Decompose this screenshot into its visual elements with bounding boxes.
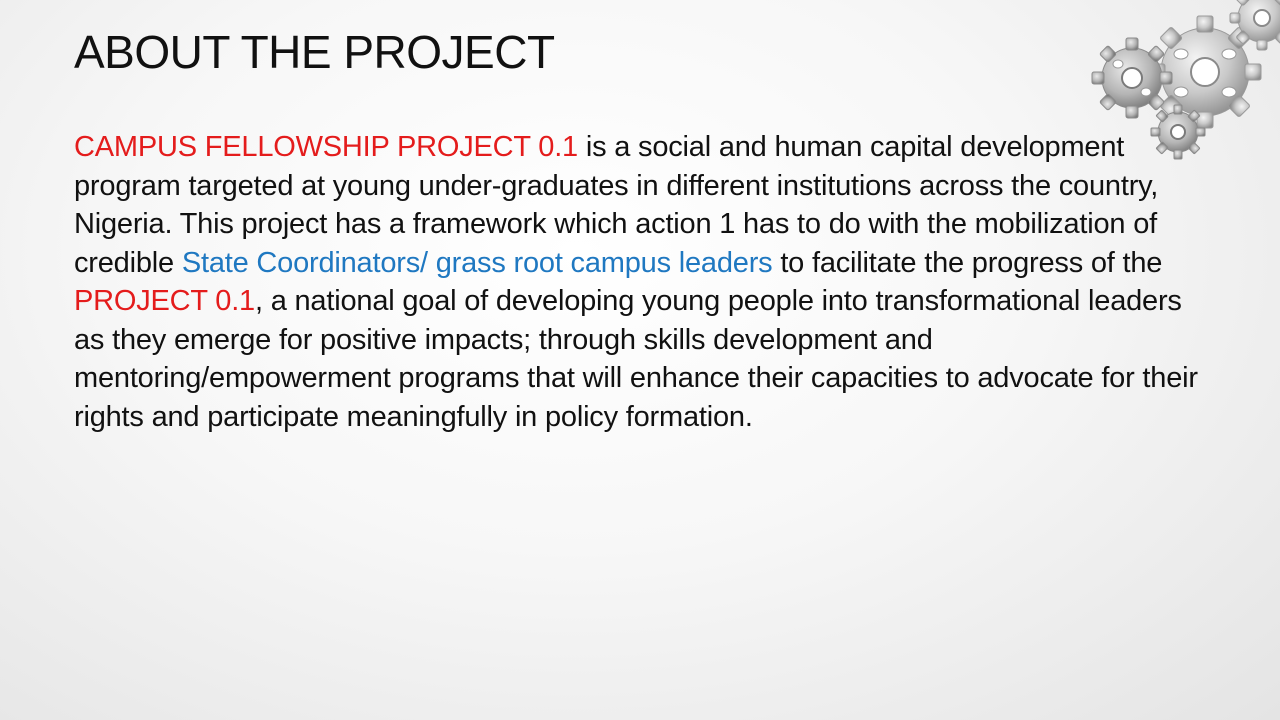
- coordinators-highlight: State Coordinators/ grass root campus le…: [181, 246, 773, 279]
- slide-title: ABOUT THE PROJECT: [74, 26, 555, 78]
- project-short-highlight: PROJECT 0.1: [74, 285, 255, 317]
- body-text: is a social and human capital developmen…: [74, 131, 1159, 279]
- project-name-highlight: CAMPUS FELLOWSHIP PROJECT 0.1: [74, 131, 578, 163]
- body-text: , a national goal of developing young pe…: [74, 285, 1198, 433]
- body-text: to facilitate the progress of the: [772, 246, 1163, 279]
- slide-body: CAMPUS FELLOWSHIP PROJECT 0.1 is a socia…: [74, 128, 1214, 436]
- gears-icon: [1091, 0, 1280, 160]
